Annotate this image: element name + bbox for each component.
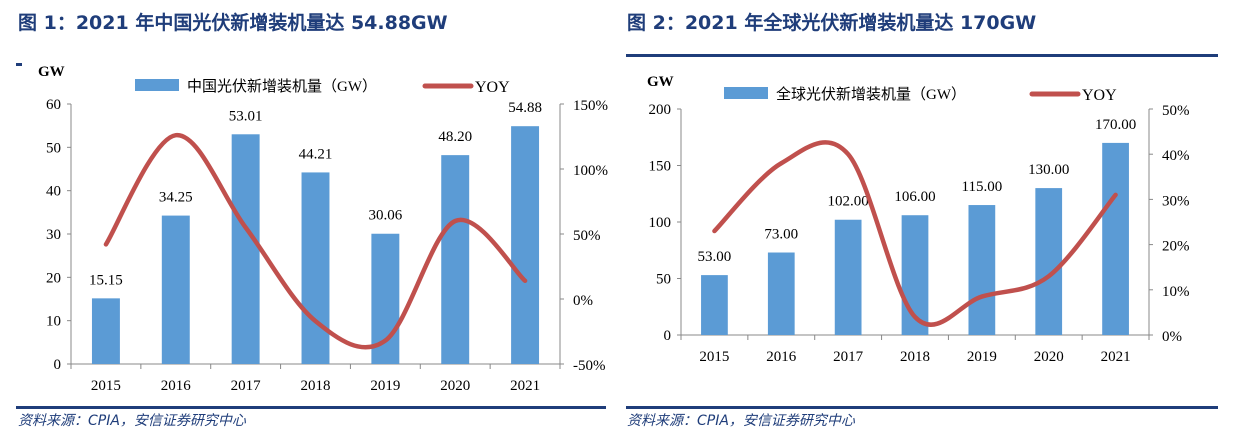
y-axis-unit: GW [647, 74, 674, 90]
bar-2021 [511, 126, 540, 364]
bar-2016 [767, 252, 795, 335]
x-tick-label: 2017 [231, 378, 262, 394]
left-tick-label: 0 [54, 357, 62, 373]
legend-bar-label: 全球光伏新增装机量（GW） [776, 85, 966, 103]
chart1-title: 图 1：2021 年中国光伏新增装机量达 54.88GW [18, 12, 448, 34]
left-tick-label: 50 [656, 272, 671, 288]
left-tick-label: 40 [46, 184, 61, 200]
x-tick-label: 2021 [510, 378, 540, 394]
bar-2019 [968, 205, 996, 335]
bar-2018 [301, 172, 330, 364]
right-tick-label: -50% [573, 358, 606, 374]
left-tick-label: 0 [664, 328, 672, 344]
x-tick-label: 2019 [967, 349, 997, 365]
bar-value-label: 53.01 [229, 108, 263, 124]
chart2-source-rule [626, 406, 1218, 409]
right-tick-label: 20% [1162, 239, 1190, 255]
x-tick-label: 2017 [833, 349, 864, 365]
bar-2016 [161, 215, 190, 364]
bar-2015 [701, 275, 728, 335]
right-tick-label: 50% [573, 228, 601, 244]
bar-2021 [1102, 142, 1129, 335]
left-tick-label: 60 [46, 97, 61, 113]
bar-2017 [834, 219, 862, 335]
x-tick-label: 2015 [699, 349, 729, 365]
right-tick-label: 0% [573, 293, 593, 309]
x-tick-label: 2018 [301, 378, 331, 394]
bar-value-label: 53.00 [698, 249, 732, 265]
chart1-svg: GW 中国光伏新增装机量（GW） YOY 0 10 20 30 40 50 60 -50% 0% 50%… [38, 64, 608, 394]
chart2-svg: GW 全球光伏新增装机量（GW） YOY 0 50 100 150 200 0% 10% 20% 30… [647, 74, 1190, 365]
bar-value-label: 30.06 [368, 208, 402, 224]
legend-line-label: YOY [475, 79, 510, 96]
right-tick-label: 10% [1162, 284, 1190, 300]
chart2-title-rule [626, 54, 1218, 57]
left-tick-label: 100 [649, 215, 672, 231]
chart1-source-rule [16, 406, 606, 409]
right-tick-label: 30% [1162, 193, 1190, 209]
chart1-title-rule [16, 63, 22, 66]
right-tick-label: 100% [573, 163, 608, 179]
x-tick-label: 2018 [900, 349, 930, 365]
left-tick-label: 10 [46, 314, 61, 330]
bar-2020 [441, 155, 470, 364]
bar-value-label: 170.00 [1095, 117, 1136, 133]
right-tick-label: 50% [1162, 103, 1190, 119]
right-tick-label: 150% [573, 98, 608, 114]
x-tick-label: 2016 [161, 378, 192, 394]
chart2-source: 资料来源：CPIA，安信证券研究中心 [627, 413, 855, 429]
x-tick-label: 2015 [91, 378, 121, 394]
bar-value-label: 44.21 [299, 146, 333, 162]
bar-value-label: 34.25 [159, 190, 193, 206]
x-tick-label: 2020 [1034, 349, 1064, 365]
bar-2017 [231, 134, 260, 364]
left-tick-label: 20 [46, 270, 61, 286]
legend-bar-swatch [135, 79, 179, 91]
x-tick-label: 2020 [440, 378, 470, 394]
chart2-title: 图 2：2021 年全球光伏新增装机量达 170GW [627, 12, 1037, 34]
legend-bar-label: 中国光伏新增装机量（GW） [187, 78, 377, 95]
bar-2020 [1035, 188, 1063, 335]
y-axis-unit: GW [38, 64, 65, 80]
x-tick-label: 2021 [1101, 349, 1131, 365]
bar-value-label: 54.88 [508, 100, 542, 116]
legend-bar-swatch [724, 87, 768, 99]
bar-value-label: 48.20 [438, 129, 472, 145]
left-tick-label: 50 [46, 140, 61, 156]
bar-value-label: 130.00 [1028, 162, 1069, 178]
right-tick-label: 40% [1162, 148, 1190, 164]
x-tick-label: 2016 [766, 349, 797, 365]
x-tick-label: 2019 [370, 378, 400, 394]
bar-2015 [91, 298, 120, 364]
bar-value-label: 73.00 [764, 227, 798, 243]
left-tick-label: 200 [649, 102, 672, 118]
bar-value-label: 115.00 [962, 179, 1003, 195]
left-tick-label: 30 [46, 227, 61, 243]
right-tick-label: 0% [1162, 329, 1182, 345]
bar-value-label: 15.15 [89, 272, 123, 288]
legend-line-label: YOY [1082, 87, 1117, 104]
bar-value-label: 102.00 [828, 194, 869, 210]
chart1-source: 资料来源：CPIA，安信证券研究中心 [18, 413, 246, 429]
left-tick-label: 150 [649, 159, 672, 175]
bar-value-label: 106.00 [894, 189, 935, 205]
